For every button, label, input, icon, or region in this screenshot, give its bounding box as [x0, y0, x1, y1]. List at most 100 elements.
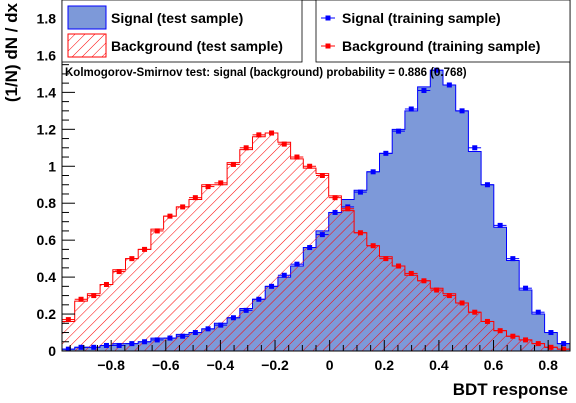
signal-training-point	[303, 245, 316, 251]
background-training-point	[290, 154, 304, 160]
signal-training-point	[443, 82, 456, 88]
signal-training-point	[74, 344, 88, 350]
background-training-point	[87, 293, 101, 299]
signal-training-point	[125, 341, 139, 347]
background-training-point	[163, 213, 177, 219]
signal-training-point	[138, 339, 151, 345]
legend-label-background-test: Background (test sample)	[111, 38, 283, 54]
background-training-point	[392, 263, 405, 269]
background-training-point	[303, 163, 316, 169]
y-axis-title: (1/N) dN / dx	[2, 2, 21, 102]
signal-training-point	[493, 222, 507, 228]
background-training-point	[544, 344, 558, 350]
legend-label-signal-test: Signal (test sample)	[111, 10, 243, 26]
y-tick-label: 1.6	[37, 47, 57, 63]
background-training-point	[74, 296, 88, 302]
background-training-point	[239, 145, 253, 151]
background-training-point	[468, 309, 482, 315]
signal-training-point	[176, 333, 189, 339]
signal-training-point	[316, 232, 329, 238]
y-tick-label: 1.2	[37, 121, 57, 137]
signal-training-point	[404, 106, 418, 112]
x-tick-label: −0.6	[152, 357, 180, 373]
legend-marker-background-training	[321, 43, 335, 49]
y-tick-label: 1.4	[37, 84, 57, 100]
signal-training-point	[481, 182, 494, 188]
x-tick-label: −0.2	[261, 357, 289, 373]
signal-training-point	[265, 283, 278, 289]
background-training-point	[531, 341, 545, 347]
background-training-point	[100, 281, 113, 287]
background-training-point	[125, 256, 139, 262]
background-training-point	[214, 180, 228, 186]
marker-layer	[62, 67, 570, 351]
x-tick-label: 0.4	[429, 357, 449, 373]
signal-training-point	[214, 322, 228, 328]
signal-training-point	[150, 337, 164, 343]
signal-training-point	[544, 330, 558, 336]
background-training-point	[138, 246, 151, 252]
signal-training-point	[290, 261, 304, 267]
legend-label-signal-training: Signal (training sample)	[342, 10, 501, 26]
signal-training-point	[277, 272, 291, 278]
x-tick-label: 0.8	[538, 357, 558, 373]
background-training-point	[493, 328, 507, 334]
y-tick-label: 1	[48, 158, 56, 174]
x-axis-title: BDT response	[453, 380, 568, 399]
signal-training-point	[112, 342, 126, 348]
x-tick-label: 0	[326, 357, 334, 373]
legend-marker-signal-training	[321, 15, 335, 21]
signal-training-point	[557, 341, 570, 347]
x-tick-label: −0.4	[207, 357, 235, 373]
background-training-point	[443, 293, 456, 299]
signal-training-point	[201, 326, 215, 332]
legend-swatch-background-test	[67, 33, 107, 58]
signal-training-point	[468, 145, 482, 151]
background-training-point	[189, 195, 202, 201]
signal-training-point	[252, 296, 266, 302]
background-training-point	[112, 269, 126, 275]
background-training-point	[430, 287, 443, 293]
signal-training-point	[366, 169, 380, 175]
y-tick-label: 0.8	[37, 195, 57, 211]
background-training-point	[354, 230, 367, 236]
x-tick-label: −0.8	[97, 357, 125, 373]
background-training-point	[227, 161, 240, 167]
legend-label-background-training: Background (training sample)	[342, 38, 540, 54]
y-tick-label: 0.4	[37, 269, 57, 285]
signal-training-point	[519, 285, 532, 291]
background-training-point	[201, 184, 215, 190]
background-training-point	[62, 317, 75, 323]
x-tick-label: 0.2	[375, 357, 395, 373]
y-tick-label: 1.8	[37, 10, 57, 26]
background-training-point	[506, 333, 520, 339]
legend-box-right	[315, 0, 571, 63]
signal-training-point	[430, 67, 443, 73]
signal-training-point	[163, 335, 177, 341]
background-training-point	[519, 337, 532, 343]
background-training-point	[379, 256, 393, 262]
background-training-point	[341, 206, 355, 212]
signal-training-point	[227, 315, 240, 321]
background-training-point	[557, 346, 570, 351]
signal-training-point	[189, 330, 202, 336]
background-training-point	[328, 195, 342, 201]
background-training-point	[404, 270, 418, 276]
y-tick-label: 0	[48, 343, 56, 359]
signal-training-point	[379, 150, 393, 156]
y-tick-label: 0.6	[37, 232, 57, 248]
signal-training-point	[531, 309, 545, 315]
signal-training-point	[392, 128, 405, 134]
x-tick-label: 0.6	[484, 357, 504, 373]
signal-training-point	[506, 256, 520, 262]
background-training-point	[417, 278, 431, 284]
background-training-point	[481, 318, 494, 324]
signal-training-point	[417, 88, 431, 94]
signal-training-point	[62, 346, 75, 351]
y-tick-label: 0.2	[37, 306, 57, 322]
signal-training-point	[328, 209, 342, 215]
background-training-point	[252, 132, 266, 138]
background-training-point	[455, 300, 469, 306]
legend-swatch-signal-test	[67, 5, 107, 30]
